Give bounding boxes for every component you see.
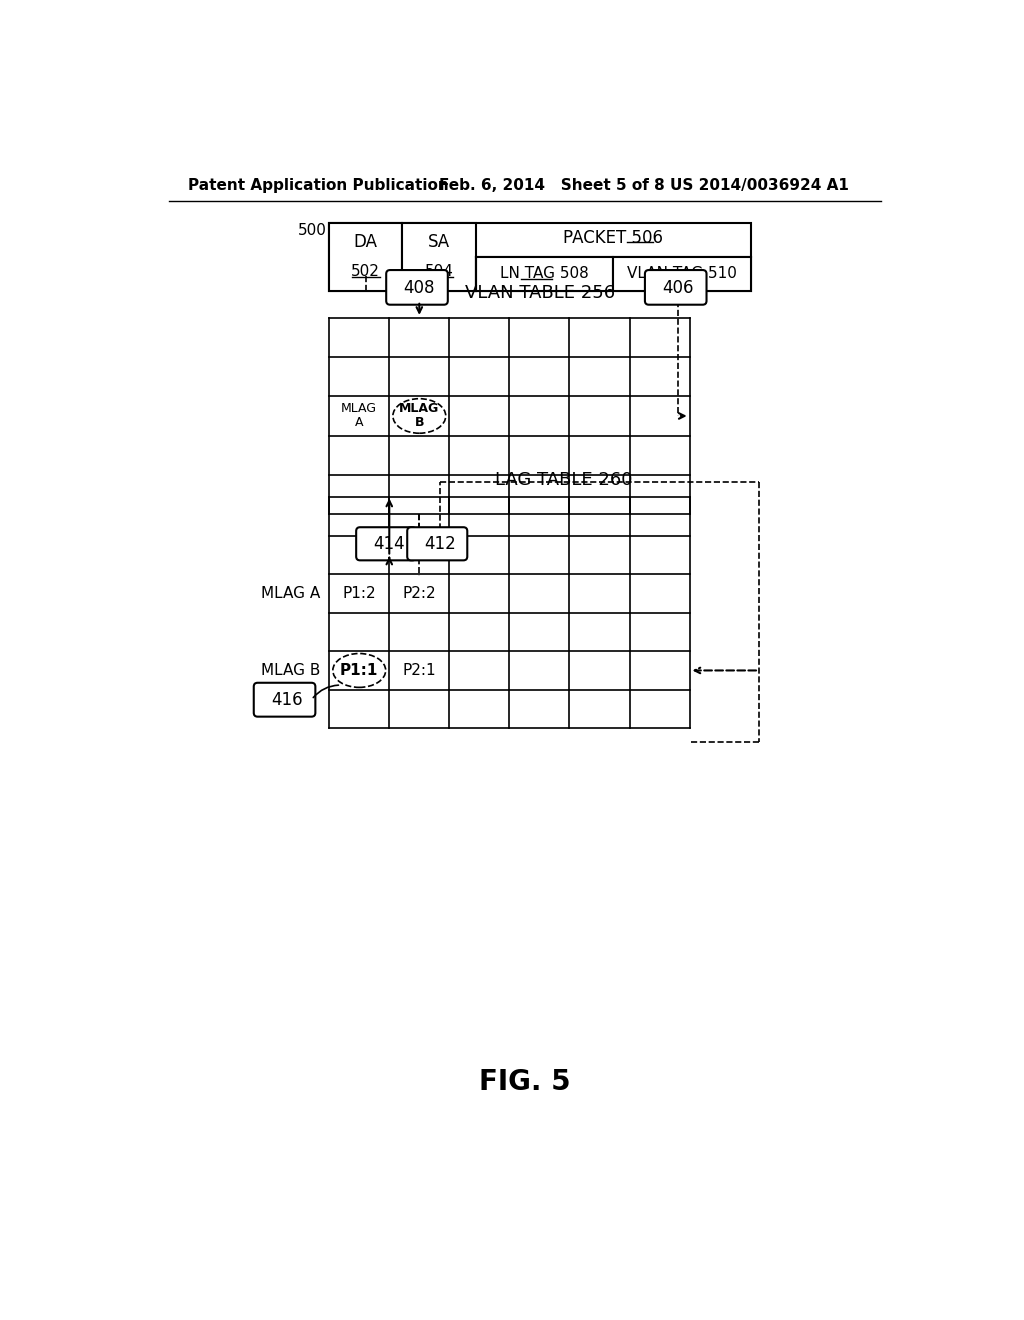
Text: Feb. 6, 2014   Sheet 5 of 8: Feb. 6, 2014 Sheet 5 of 8 xyxy=(438,178,665,193)
Text: 416: 416 xyxy=(271,690,303,709)
Text: MLAG
A: MLAG A xyxy=(341,403,377,429)
Text: DA: DA xyxy=(354,234,378,251)
Text: US 2014/0036924 A1: US 2014/0036924 A1 xyxy=(670,178,849,193)
Text: P1:1: P1:1 xyxy=(340,663,379,678)
Text: MLAG B: MLAG B xyxy=(260,663,319,678)
Text: VLAN TAG 510: VLAN TAG 510 xyxy=(628,267,737,281)
Text: SA: SA xyxy=(428,234,450,251)
Bar xyxy=(330,223,752,290)
Text: P1:2: P1:2 xyxy=(342,586,376,601)
Text: LAG TABLE 260: LAG TABLE 260 xyxy=(495,471,632,490)
FancyBboxPatch shape xyxy=(408,527,467,561)
FancyBboxPatch shape xyxy=(254,682,315,717)
Text: 500: 500 xyxy=(298,223,327,238)
FancyBboxPatch shape xyxy=(356,527,416,561)
Text: PACKET 506: PACKET 506 xyxy=(563,228,664,247)
Text: VLAN TABLE 256: VLAN TABLE 256 xyxy=(465,284,615,302)
Bar xyxy=(613,257,752,290)
Bar xyxy=(475,257,613,290)
Text: LN TAG 508: LN TAG 508 xyxy=(500,267,589,281)
FancyBboxPatch shape xyxy=(386,271,447,305)
FancyBboxPatch shape xyxy=(645,271,707,305)
Text: MLAG A: MLAG A xyxy=(261,586,319,601)
Ellipse shape xyxy=(333,653,386,688)
Text: P2:2: P2:2 xyxy=(402,586,436,601)
Bar xyxy=(402,223,475,290)
Text: 412: 412 xyxy=(425,535,457,553)
Text: 414: 414 xyxy=(374,535,406,553)
Bar xyxy=(330,223,402,290)
Text: MLAG
B: MLAG B xyxy=(399,403,439,429)
Ellipse shape xyxy=(393,399,445,433)
Text: 408: 408 xyxy=(403,279,435,297)
Text: 502: 502 xyxy=(351,264,380,280)
Text: 504: 504 xyxy=(425,264,454,280)
Text: Patent Application Publication: Patent Application Publication xyxy=(188,178,450,193)
Text: 406: 406 xyxy=(663,279,694,297)
Text: P2:1: P2:1 xyxy=(402,663,436,678)
Text: FIG. 5: FIG. 5 xyxy=(479,1068,570,1097)
